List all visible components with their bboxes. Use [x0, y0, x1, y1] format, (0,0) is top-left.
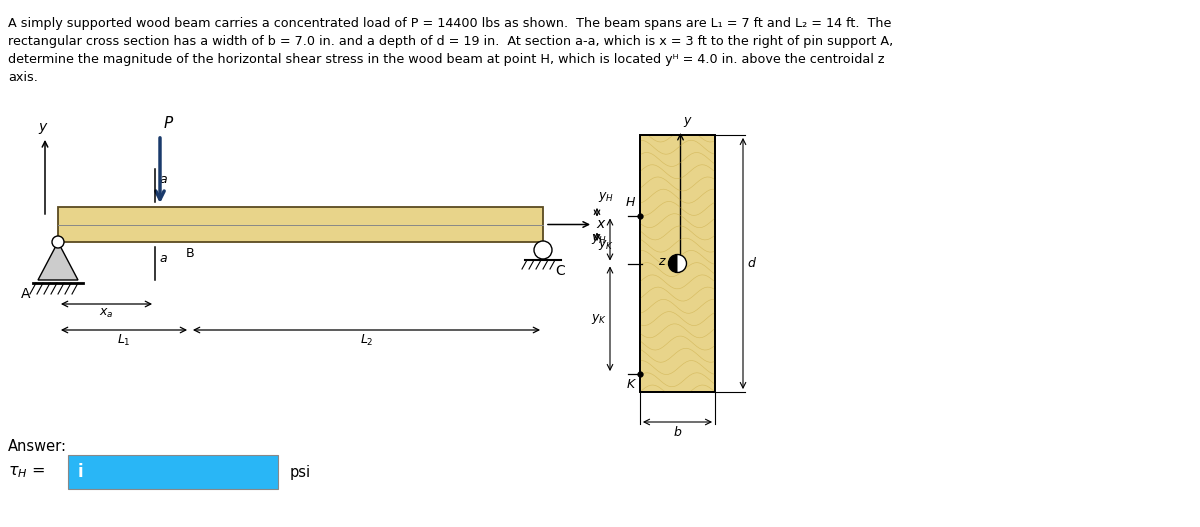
Text: d: d: [746, 257, 755, 270]
Text: y: y: [38, 120, 46, 134]
Text: axis.: axis.: [8, 71, 38, 84]
Circle shape: [668, 255, 686, 272]
Wedge shape: [668, 255, 678, 272]
Bar: [68, 455, 278, 489]
Text: H: H: [625, 197, 635, 210]
Text: K: K: [626, 378, 635, 391]
Text: B: B: [186, 247, 194, 260]
Bar: [58, 207, 542, 242]
Polygon shape: [38, 242, 78, 280]
Text: b: b: [673, 426, 682, 439]
Text: $L_2$: $L_2$: [360, 333, 373, 348]
Circle shape: [534, 241, 552, 259]
Text: $y_K$: $y_K$: [598, 238, 614, 251]
Text: $y_H$: $y_H$: [590, 232, 607, 247]
Text: Answer:: Answer:: [8, 439, 67, 454]
Text: psi: psi: [290, 464, 311, 480]
Circle shape: [52, 236, 64, 248]
Text: $\tau_H$ =: $\tau_H$ =: [8, 464, 46, 480]
Text: a: a: [158, 252, 167, 265]
Text: z: z: [658, 255, 665, 268]
Text: $L_1$: $L_1$: [118, 333, 131, 348]
Text: $y_K$: $y_K$: [590, 312, 607, 326]
Text: A: A: [20, 287, 30, 301]
Text: A simply supported wood beam carries a concentrated load of P = 14400 lbs as sho: A simply supported wood beam carries a c…: [8, 17, 892, 30]
Bar: [640, 135, 715, 392]
Text: y: y: [684, 114, 691, 127]
Text: rectangular cross section has a width of b = 7.0 in. and a depth of d = 19 in.  : rectangular cross section has a width of…: [8, 35, 893, 48]
Text: x: x: [596, 218, 605, 231]
Text: C: C: [554, 264, 565, 278]
Text: i: i: [78, 463, 84, 481]
Bar: [640, 135, 715, 392]
Text: a: a: [158, 173, 167, 186]
Text: $x_a$: $x_a$: [100, 307, 114, 320]
Text: P: P: [164, 116, 173, 131]
Text: $y_H$: $y_H$: [598, 190, 614, 203]
Text: determine the magnitude of the horizontal shear stress in the wood beam at point: determine the magnitude of the horizonta…: [8, 53, 884, 66]
